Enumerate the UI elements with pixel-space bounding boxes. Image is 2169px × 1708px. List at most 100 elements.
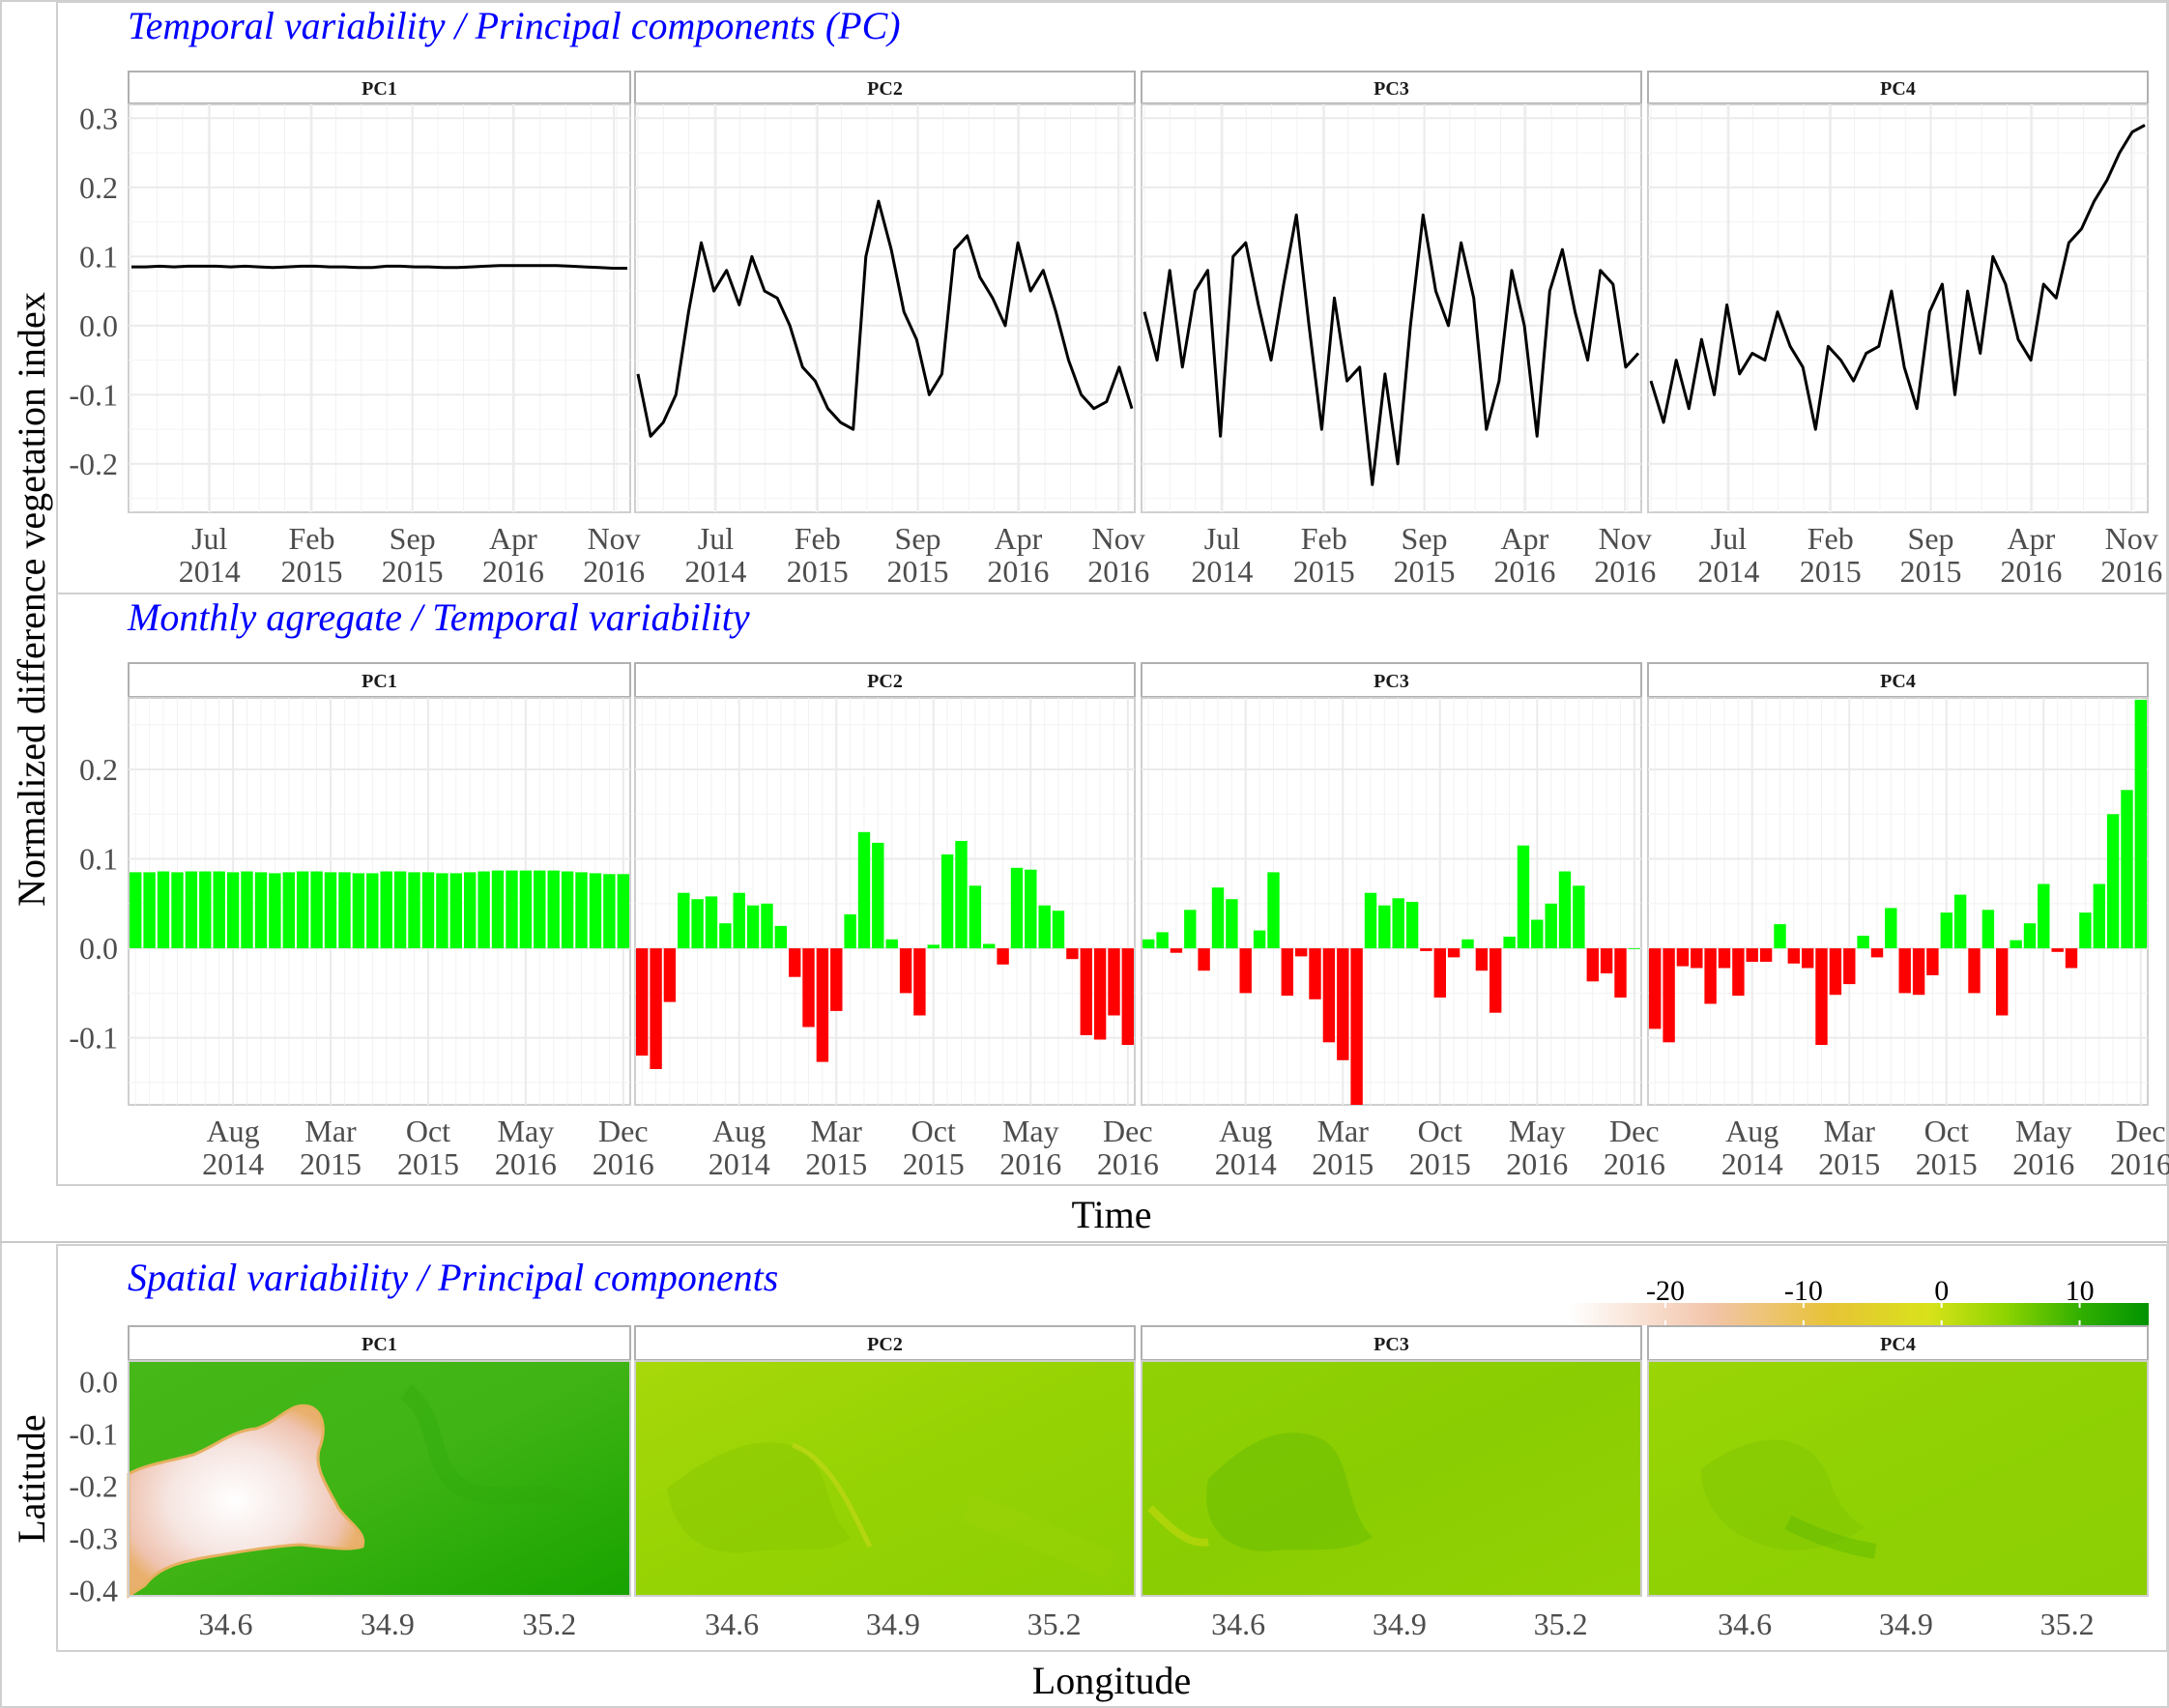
bar-pc1 — [269, 873, 281, 949]
x-tick-label: Dec — [1103, 1114, 1153, 1148]
x-tick-label: Dec — [2116, 1114, 2166, 1148]
x-tick-label: 2016 — [482, 554, 544, 589]
bar-pc2 — [940, 854, 954, 949]
x-tick-label: Jul — [1204, 521, 1240, 556]
bar-pc1 — [352, 873, 365, 949]
bar-pc2 — [885, 939, 898, 949]
bar-pc4 — [2079, 912, 2092, 949]
colorbar-tick-label: -10 — [1784, 1275, 1823, 1307]
temporal-panels: 0.30.20.10.0-0.1-0.2PC1Jul2014Feb2015Sep… — [69, 71, 2162, 589]
bar-pc3 — [1295, 948, 1308, 957]
panel-strip-label: PC1 — [362, 1334, 397, 1355]
x-tick-label: 2014 — [202, 1146, 264, 1181]
panel-border — [128, 1360, 631, 1597]
x-tick-label: 2016 — [583, 554, 645, 589]
x-tick-label: Aug — [1219, 1114, 1272, 1148]
panel-strip — [634, 71, 1136, 104]
bar-pc2 — [761, 903, 773, 949]
x-tick-label: 2015 — [1818, 1146, 1880, 1181]
panel-strip — [1141, 1325, 1642, 1361]
x-tick-label: Feb — [288, 521, 334, 556]
bar-pc1 — [421, 872, 435, 948]
x-tick-label: 2015 — [1900, 554, 1962, 589]
map-panel-pc3: PC3 34.6 34.9 35.2 — [1141, 1325, 1642, 1641]
bar-pc2 — [733, 892, 745, 949]
bar-pc2 — [678, 892, 690, 949]
bar-pc2 — [636, 948, 649, 1057]
bar-pc1 — [491, 870, 505, 949]
bar-pc1 — [282, 872, 295, 948]
bar-pc2 — [1080, 948, 1092, 1035]
x-tick-label: 2014 — [1721, 1146, 1783, 1181]
bar-pc4 — [1704, 948, 1717, 1004]
monthly-panels: 0.20.10.0-0.1PC1Aug2014Mar2015Oct2015May… — [69, 662, 2169, 1181]
y-tick-label: -0.4 — [69, 1574, 118, 1608]
x-tick-label: 2015 — [382, 554, 444, 589]
x-tick-label: Sep — [390, 521, 436, 556]
bar-pc2 — [1010, 867, 1024, 949]
bar-pc4 — [2134, 699, 2147, 949]
panel-strip-label: PC1 — [362, 78, 397, 100]
bar-pc3 — [1211, 887, 1225, 949]
bar-pc4 — [1718, 948, 1731, 969]
colorbar-tick-label: 10 — [2066, 1275, 2095, 1307]
panel-strip — [634, 1325, 1136, 1361]
pc1-negative-patch — [127, 1404, 365, 1599]
bar-pc2 — [719, 923, 732, 949]
x-tick-label: 2014 — [684, 554, 746, 589]
panel-strip — [128, 662, 631, 698]
x-tick-label: 2015 — [300, 1146, 362, 1181]
bar-pc1 — [408, 872, 420, 948]
panel-border — [1647, 1360, 2149, 1597]
x-tick-label: Jul — [1711, 521, 1747, 556]
bar-pc1 — [130, 872, 142, 948]
y-tick-label: -0.1 — [69, 1021, 118, 1056]
x-tick-label: Jul — [698, 521, 734, 556]
x-tick-label: 2014 — [1697, 554, 1759, 589]
bar-pc2 — [663, 948, 677, 1002]
bar-pc2 — [816, 948, 829, 1062]
panel-border — [1141, 1360, 1642, 1597]
bar-pc3 — [1475, 948, 1489, 971]
panel-strip-label: PC3 — [1374, 1334, 1409, 1355]
bar-pc2 — [1025, 869, 1037, 949]
bar-pc2 — [872, 842, 884, 949]
bar-pc4 — [1968, 948, 1981, 994]
x-tick-label: 2016 — [1506, 1146, 1568, 1181]
series-line-pc3 — [1142, 213, 1640, 486]
colorbar: -20 -10 0 10 — [1569, 1275, 2149, 1325]
bar-pc4 — [1926, 948, 1939, 975]
panel-strip — [1141, 662, 1642, 698]
bar-pc2 — [927, 944, 940, 949]
bar-pc2 — [830, 948, 843, 1011]
bar-pc2 — [1038, 905, 1051, 949]
x-tick-label: 2016 — [2000, 554, 2062, 589]
bar-pc1 — [254, 872, 268, 948]
bar-pc1 — [547, 870, 560, 949]
bar-pc4 — [1996, 948, 2009, 1016]
x-tick-label: 2016 — [1087, 554, 1149, 589]
bar-pc3 — [1281, 948, 1293, 997]
bar-pc4 — [1802, 948, 1814, 969]
bar-pc3 — [1226, 899, 1238, 949]
map-panel-pc2-imagery — [635, 1361, 1135, 1596]
bar-pc2 — [1052, 911, 1065, 949]
bar-pc4 — [1732, 948, 1745, 997]
bar-pc4 — [1815, 948, 1828, 1045]
bar-pc1 — [185, 871, 198, 949]
bar-pc4 — [2093, 883, 2105, 949]
map-panel-pc4: PC4 34.6 34.9 35.2 — [1647, 1325, 2149, 1641]
bar-pc1 — [297, 871, 309, 949]
panel-strip-label: PC4 — [1880, 78, 1916, 100]
x-tick-label: Mar — [811, 1114, 863, 1148]
colorbar-ticks: -20 -10 0 10 — [1646, 1275, 2095, 1325]
bar-pc1 — [519, 870, 533, 949]
bar-pc4 — [1912, 948, 1925, 996]
bar-pc4 — [1870, 948, 1884, 958]
bar-pc4 — [1649, 948, 1662, 1029]
bar-pc4 — [1829, 948, 1842, 996]
